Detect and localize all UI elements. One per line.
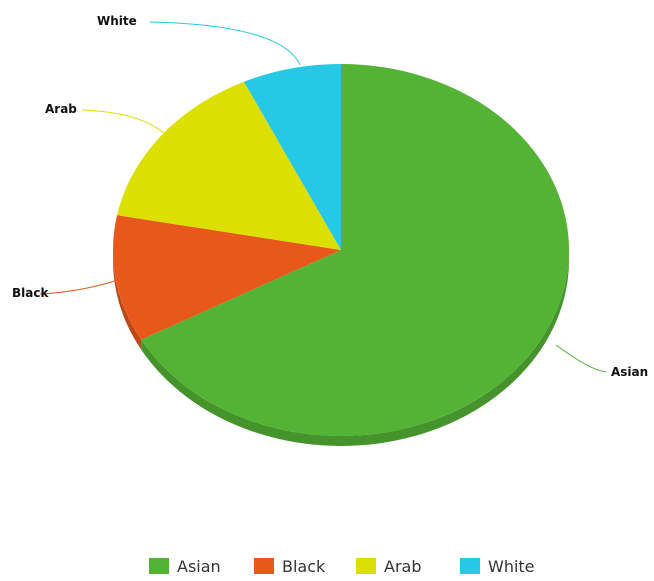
pie-slices — [112, 64, 569, 437]
legend-swatch-arab[interactable] — [356, 558, 376, 574]
leader-lines — [39, 21, 607, 373]
legend-label-white[interactable]: White — [488, 557, 535, 576]
legend-label-asian[interactable]: Asian — [177, 557, 221, 576]
pie-slice-arab[interactable] — [117, 81, 341, 250]
pie-depth-layer — [113, 250, 569, 446]
legend-label-black[interactable]: Black — [282, 557, 326, 576]
leader-line-black — [39, 279, 119, 295]
data-label-asian: Asian — [611, 365, 648, 379]
legend-label-arab[interactable]: Arab — [384, 557, 421, 576]
data-label-black: Black — [12, 286, 49, 300]
data-label-white: White — [97, 14, 137, 28]
leader-line-asian — [555, 344, 607, 373]
pie-slice-white[interactable] — [243, 64, 341, 250]
data-label-arab: Arab — [45, 102, 77, 116]
legend-swatch-black[interactable] — [254, 558, 274, 574]
legend-swatch-asian[interactable] — [149, 558, 169, 574]
leader-line-white — [149, 21, 301, 66]
legend: Asian Black Arab White — [149, 557, 535, 576]
pie-depth-black — [113, 250, 142, 350]
legend-swatch-white[interactable] — [460, 558, 480, 574]
pie-slice-black[interactable] — [112, 215, 341, 340]
leader-line-arab — [81, 109, 166, 135]
pie-slice-asian[interactable] — [141, 64, 569, 437]
data-labels: Asian Black Arab White — [12, 14, 648, 379]
